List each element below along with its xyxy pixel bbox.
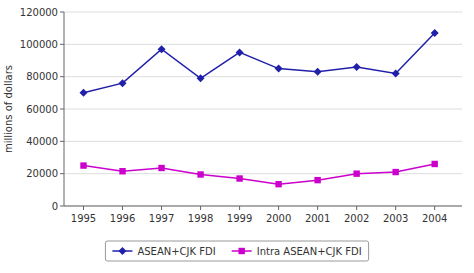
point	[119, 79, 127, 87]
x-tick-label: 2002	[344, 213, 369, 224]
legend: ASEAN+CJK FDI Intra ASEAN+CJK FDI	[105, 241, 368, 261]
y-tick-label: 60000	[26, 104, 58, 115]
point	[314, 177, 320, 183]
point	[353, 170, 359, 176]
point	[392, 169, 398, 175]
x-tick-label: 1995	[71, 213, 96, 224]
legend-label: Intra ASEAN+CJK FDI	[257, 246, 362, 257]
grid-line	[64, 206, 462, 207]
grid-line	[64, 141, 462, 142]
legend-marker	[238, 248, 244, 254]
y-tick	[60, 12, 64, 13]
y-tick	[60, 141, 64, 142]
y-tick-label: 20000	[26, 168, 58, 179]
y-axis	[64, 12, 65, 206]
x-tick	[200, 206, 201, 210]
grid-line	[64, 12, 462, 13]
legend-item: Intra ASEAN+CJK FDI	[232, 246, 362, 257]
point	[158, 45, 166, 53]
point	[275, 181, 281, 187]
x-tick-label: 2003	[383, 213, 408, 224]
y-tick-label: 40000	[26, 136, 58, 147]
legend-box	[105, 241, 368, 261]
x-tick	[122, 206, 123, 210]
point	[197, 171, 203, 177]
y-tick	[60, 44, 64, 45]
x-tick-label: 1998	[188, 213, 213, 224]
x-tick	[317, 206, 318, 210]
point	[80, 162, 86, 168]
point	[353, 63, 361, 71]
y-tick-label: 120000	[20, 7, 58, 18]
point	[431, 161, 437, 167]
x-axis	[64, 206, 462, 207]
y-tick-label: 100000	[20, 39, 58, 50]
point	[392, 69, 400, 77]
x-tick-label: 2004	[422, 213, 447, 224]
y-axis-label: millions of dollars	[3, 65, 14, 153]
point	[236, 175, 242, 181]
point	[236, 48, 244, 56]
x-tick	[161, 206, 162, 210]
legend-item: ASEAN+CJK FDI	[112, 246, 215, 257]
x-tick-label: 1996	[110, 213, 135, 224]
y-tick	[60, 109, 64, 110]
x-tick-label: 2000	[266, 213, 291, 224]
data-area	[80, 29, 439, 187]
point	[197, 74, 205, 82]
legend-marker	[118, 247, 126, 255]
y-tick-label: 0	[52, 201, 58, 212]
x-tick	[434, 206, 435, 210]
x-tick	[278, 206, 279, 210]
point	[119, 168, 125, 174]
x-tick-label: 1997	[149, 213, 174, 224]
x-tick-label: 1999	[227, 213, 252, 224]
point	[431, 29, 439, 37]
grid	[64, 12, 462, 206]
y-tick	[60, 173, 64, 174]
y-tick	[60, 76, 64, 77]
chart: 0 20000 40000 60000 80000 100000 120000 1995 199…	[0, 0, 474, 273]
y-tick-label: 80000	[26, 71, 58, 82]
point	[158, 165, 164, 171]
series-line	[84, 33, 435, 93]
y-tick	[60, 206, 64, 207]
x-tick	[395, 206, 396, 210]
series-line	[84, 164, 435, 184]
grid-line	[64, 76, 462, 77]
point	[314, 68, 322, 76]
x-tick	[356, 206, 357, 210]
grid-line	[64, 109, 462, 110]
point	[80, 89, 88, 97]
x-tick	[83, 206, 84, 210]
x-tick	[239, 206, 240, 210]
point	[275, 65, 283, 73]
x-tick-label: 2001	[305, 213, 330, 224]
grid-line	[64, 44, 462, 45]
legend-label: ASEAN+CJK FDI	[137, 246, 215, 257]
